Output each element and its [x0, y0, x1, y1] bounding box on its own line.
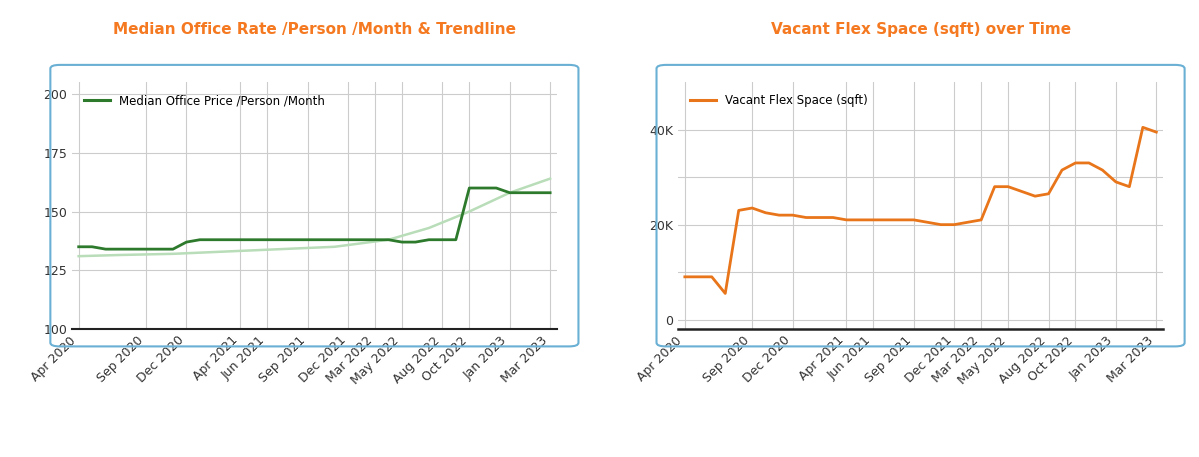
Vacant Flex Space (sqft): [731, 207, 746, 213]
Median Office Price /Person /Month: [381, 237, 396, 243]
Vacant Flex Space (sqft): [1014, 189, 1029, 194]
Vacant Flex Space (sqft): [839, 217, 854, 223]
Vacant Flex Space (sqft): [785, 213, 800, 218]
Median Office Price /Person /Month: [422, 237, 436, 243]
Median Office Price /Person /Month: [287, 237, 301, 243]
Text: Median Office Rate /Person /Month & Trendline: Median Office Rate /Person /Month & Tren…: [113, 21, 516, 37]
Vacant Flex Space (sqft): [1055, 167, 1070, 173]
Median Office Price /Person /Month: [139, 246, 153, 252]
Vacant Flex Space (sqft): [866, 217, 880, 223]
Median Office Price /Person /Month: [219, 237, 234, 243]
Median Office Price /Person /Month: [179, 239, 193, 245]
Median Office Price /Person /Month: [165, 246, 180, 252]
Vacant Flex Space (sqft): [1149, 129, 1163, 135]
Vacant Flex Space (sqft): [947, 222, 962, 228]
Median Office Price /Person /Month: [85, 244, 100, 250]
Vacant Flex Space (sqft): [852, 217, 867, 223]
Vacant Flex Space (sqft): [960, 219, 975, 225]
Vacant Flex Space (sqft): [799, 215, 813, 220]
Vacant Flex Space (sqft): [1095, 167, 1109, 173]
Median Office Price /Person /Month: [233, 237, 247, 243]
Median Office Price /Person /Month: [448, 237, 463, 243]
Vacant Flex Space (sqft): [1122, 184, 1137, 189]
Vacant Flex Space (sqft): [934, 222, 948, 228]
Vacant Flex Space (sqft): [974, 217, 988, 223]
Median Office Price /Person /Month: [435, 237, 450, 243]
Median Office Price /Person /Month: [408, 239, 422, 245]
Median Office Price /Person /Month: [543, 190, 558, 196]
Text: Vacant Flex Space (sqft) over Time: Vacant Flex Space (sqft) over Time: [771, 21, 1071, 37]
Vacant Flex Space (sqft): [677, 274, 692, 280]
Median Office Price /Person /Month: [260, 237, 275, 243]
Vacant Flex Space (sqft): [826, 215, 840, 220]
Median Office Price /Person /Month: [126, 246, 140, 252]
Median Office Price /Person /Month: [502, 190, 517, 196]
Median Office Price /Person /Month: [476, 185, 490, 191]
Vacant Flex Space (sqft): [1135, 125, 1150, 130]
Vacant Flex Space (sqft): [1081, 160, 1096, 166]
Vacant Flex Space (sqft): [813, 215, 827, 220]
Median Office Price /Person /Month: [193, 237, 207, 243]
Vacant Flex Space (sqft): [1042, 191, 1056, 197]
Median Office Price /Person /Month: [206, 237, 221, 243]
Vacant Flex Space (sqft): [1109, 179, 1123, 185]
Median Office Price /Person /Month: [72, 244, 86, 250]
Median Office Price /Person /Month: [273, 237, 288, 243]
Legend: Median Office Price /Person /Month: Median Office Price /Person /Month: [78, 88, 331, 113]
Median Office Price /Person /Month: [355, 237, 369, 243]
Median Office Price /Person /Month: [314, 237, 329, 243]
Median Office Price /Person /Month: [247, 237, 261, 243]
Vacant Flex Space (sqft): [745, 205, 759, 211]
Vacant Flex Space (sqft): [893, 217, 908, 223]
Median Office Price /Person /Month: [301, 237, 315, 243]
Vacant Flex Space (sqft): [1068, 160, 1083, 166]
Vacant Flex Space (sqft): [1028, 193, 1042, 199]
Median Office Price /Person /Month: [368, 237, 382, 243]
Legend: Vacant Flex Space (sqft): Vacant Flex Space (sqft): [683, 88, 874, 113]
Median Office Price /Person /Month: [516, 190, 530, 196]
Vacant Flex Space (sqft): [705, 274, 719, 280]
Vacant Flex Space (sqft): [906, 217, 921, 223]
Vacant Flex Space (sqft): [920, 219, 934, 225]
Median Office Price /Person /Month: [152, 246, 167, 252]
Median Office Price /Person /Month: [394, 239, 409, 245]
Line: Median Office Price /Person /Month: Median Office Price /Person /Month: [79, 188, 550, 249]
Vacant Flex Space (sqft): [772, 213, 787, 218]
Median Office Price /Person /Month: [489, 185, 504, 191]
Median Office Price /Person /Month: [327, 237, 342, 243]
Median Office Price /Person /Month: [530, 190, 544, 196]
Vacant Flex Space (sqft): [880, 217, 894, 223]
Line: Vacant Flex Space (sqft): Vacant Flex Space (sqft): [685, 128, 1156, 293]
Median Office Price /Person /Month: [98, 246, 113, 252]
Vacant Flex Space (sqft): [759, 210, 773, 216]
Median Office Price /Person /Month: [462, 185, 476, 191]
Vacant Flex Space (sqft): [1001, 184, 1016, 189]
Vacant Flex Space (sqft): [988, 184, 1002, 189]
Vacant Flex Space (sqft): [718, 291, 733, 296]
Median Office Price /Person /Month: [341, 237, 355, 243]
Median Office Price /Person /Month: [112, 246, 126, 252]
Vacant Flex Space (sqft): [691, 274, 705, 280]
